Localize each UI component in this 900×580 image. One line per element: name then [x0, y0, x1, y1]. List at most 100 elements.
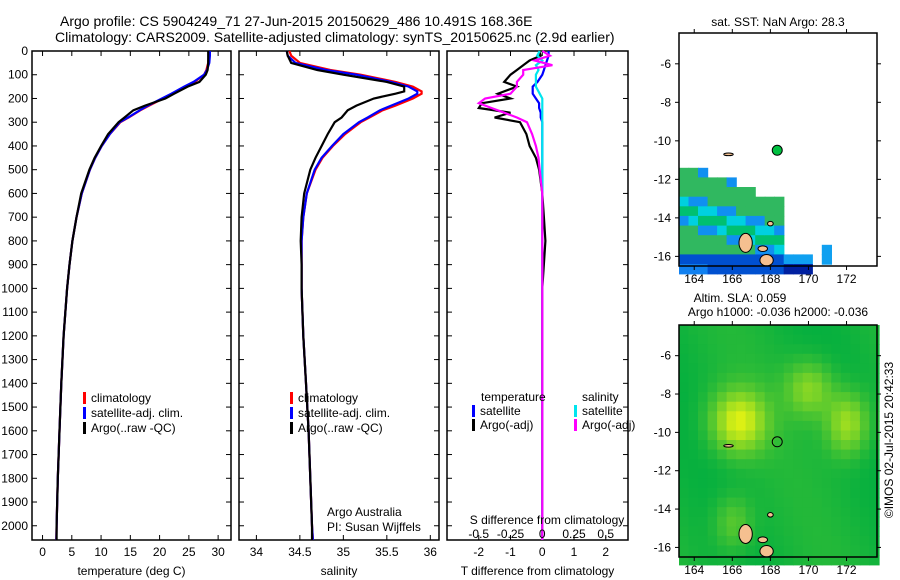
map-cell [745, 507, 756, 518]
map-cell [783, 545, 794, 556]
map-cell [717, 372, 728, 384]
legend-title-salinity: salinity [582, 390, 619, 404]
map-cell [679, 264, 690, 275]
map-cell [736, 488, 747, 499]
map-cell [688, 555, 699, 566]
map-cell [755, 225, 766, 236]
map-cell [717, 225, 728, 236]
legend-label: satellite-adj. clim. [298, 406, 390, 420]
map-cell [755, 507, 766, 518]
map-cell [764, 206, 775, 217]
map-cell [840, 411, 851, 422]
map-cell [774, 535, 785, 547]
map-cell [688, 325, 699, 336]
map-cell [688, 468, 699, 480]
map-cell [840, 382, 851, 393]
map-cell [679, 177, 690, 188]
map-cell [698, 401, 709, 412]
map-cell [850, 353, 861, 365]
map-cell [679, 545, 690, 556]
map-cell [745, 334, 756, 345]
map-cell [717, 206, 728, 217]
x-axis-label: T difference from climatology [461, 564, 615, 578]
map-cell [679, 440, 690, 451]
map-cell [688, 187, 699, 198]
map-cell [755, 196, 766, 207]
map-cell [755, 468, 766, 480]
map-cell [821, 334, 832, 345]
x-tick-label: 30 [211, 545, 225, 559]
map-cell [726, 382, 737, 393]
legend-swatch [472, 419, 475, 431]
map-cell [831, 344, 842, 355]
map-cell [736, 440, 747, 451]
legend-title-temperature: temperature [481, 390, 546, 404]
legend-swatch [574, 419, 577, 431]
map-cell [859, 430, 871, 441]
map-cell [821, 449, 832, 460]
map-cell [726, 244, 737, 256]
map-cell [736, 401, 747, 412]
legend-swatch [290, 422, 293, 434]
map-cell [755, 526, 766, 537]
map-cell [831, 353, 842, 365]
map-cell [726, 392, 737, 403]
map-cell [764, 363, 775, 374]
legend-label: Argo(..raw -QC) [91, 421, 176, 435]
y-tick-label: -6 [660, 57, 671, 71]
x-tick-label: 172 [837, 563, 857, 577]
map-cell [831, 420, 842, 432]
map-cell [802, 401, 813, 412]
map-cell [802, 449, 813, 460]
map-cell [764, 382, 775, 393]
map-cell [802, 411, 813, 422]
x-tick-label: 164 [684, 563, 704, 577]
map-cell [774, 254, 785, 265]
island-land [759, 254, 774, 267]
map-cell [707, 497, 718, 508]
map-cell [679, 488, 690, 499]
map-cell [688, 264, 699, 275]
map-cell [840, 334, 851, 345]
map-cell [745, 545, 756, 556]
map-cell [755, 430, 766, 441]
map-cell [726, 555, 737, 566]
map-cell [802, 344, 813, 355]
x-tick-label: 34 [250, 545, 264, 559]
map-cell [726, 353, 737, 365]
map-cell [793, 440, 804, 451]
map-cell [707, 478, 718, 489]
map-cell [679, 430, 690, 441]
map-cell [679, 459, 690, 470]
map-cell [679, 363, 690, 374]
map-cell [736, 420, 747, 432]
map-cell [707, 334, 718, 345]
map-cell [707, 440, 718, 451]
map-cell [755, 235, 766, 246]
map-cell [688, 215, 699, 227]
map-cell [812, 535, 823, 547]
map-cell [850, 382, 861, 393]
map-cell [783, 372, 794, 384]
y-tick-label: -16 [654, 540, 672, 554]
map-cell [698, 478, 709, 489]
map-cell [688, 497, 699, 508]
map-cell [707, 244, 718, 256]
map-cell [745, 468, 756, 480]
map-cell [717, 325, 728, 336]
map-cell [707, 526, 718, 537]
map-cell [726, 526, 737, 537]
map-cell [793, 449, 804, 460]
map-cell [840, 401, 851, 412]
map-cell [774, 545, 785, 556]
map-cell [774, 235, 785, 246]
map-cell [793, 392, 804, 403]
map-cell [764, 235, 775, 246]
map-cell [840, 535, 851, 547]
map-cell [802, 516, 813, 527]
map-cell [764, 411, 775, 422]
map-cell [774, 401, 785, 412]
map-cell [726, 334, 737, 345]
map-cell [859, 344, 871, 355]
map-cell [869, 478, 880, 489]
